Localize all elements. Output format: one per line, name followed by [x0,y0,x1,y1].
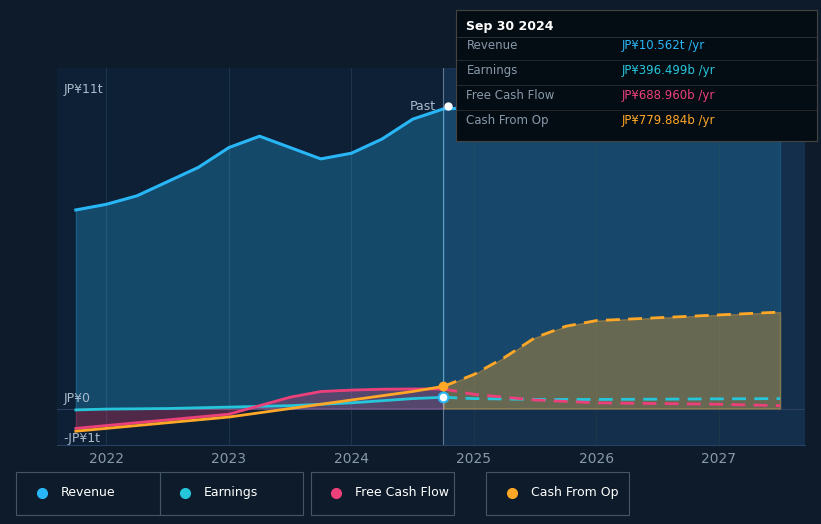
Text: Past: Past [410,100,436,113]
Text: Earnings: Earnings [466,64,518,77]
Text: Revenue: Revenue [61,486,116,499]
Text: JP¥688.960b /yr: JP¥688.960b /yr [621,89,715,102]
Text: JP¥0: JP¥0 [63,392,90,405]
Text: Free Cash Flow: Free Cash Flow [466,89,555,102]
Text: -JP¥1t: -JP¥1t [63,432,101,445]
Text: JP¥396.499b /yr: JP¥396.499b /yr [621,64,715,77]
Text: JP¥779.884b /yr: JP¥779.884b /yr [621,114,715,127]
Text: Free Cash Flow: Free Cash Flow [355,486,449,499]
Text: JP¥11t: JP¥11t [63,83,103,96]
Text: Earnings: Earnings [204,486,259,499]
Text: JP¥10.562t /yr: JP¥10.562t /yr [621,39,705,52]
Text: Sep 30 2024: Sep 30 2024 [466,19,554,32]
Text: Analysts Forecasts: Analysts Forecasts [466,100,582,113]
Text: Cash From Op: Cash From Op [530,486,618,499]
Bar [443,68,805,445]
Text: Cash From Op: Cash From Op [466,114,549,127]
Text: Revenue: Revenue [466,39,518,52]
